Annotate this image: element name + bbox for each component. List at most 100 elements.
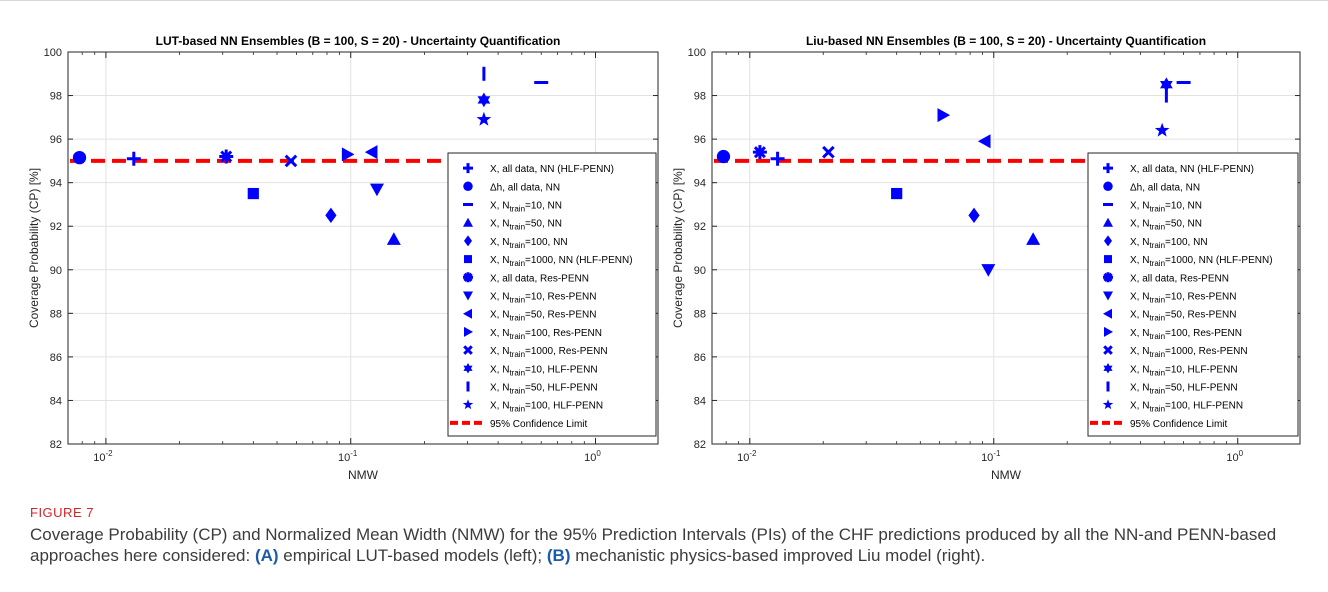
x-tick-label: 100 <box>584 449 601 464</box>
legend-marker-triangle-left <box>1103 308 1112 319</box>
legend-item-label: X, Ntrain=100, NN <box>490 237 568 250</box>
legend-marker-circle <box>1103 181 1113 192</box>
legend-item-label: 95% Confidence Limit <box>1130 419 1227 430</box>
legend-item-label: X, Ntrain=10, NN <box>490 201 562 214</box>
y-tick-label: 94 <box>50 178 62 190</box>
y-tick-label: 84 <box>694 395 706 407</box>
legend-item-label: X, all data, NN (HLF-PENN) <box>490 164 614 175</box>
y-tick-label: 90 <box>50 265 62 277</box>
legend-marker-asterisk <box>463 272 473 283</box>
legend-item-label: X, Ntrain=100, Res-PENN <box>490 328 602 341</box>
legend-item-label: X, all data, Res-PENN <box>1130 273 1229 284</box>
legend-item-label: X, Ntrain=50, HLF-PENN <box>1130 383 1238 396</box>
y-tick-label: 86 <box>694 352 706 364</box>
legend-item-label: X, Ntrain=100, HLF-PENN <box>1130 401 1243 414</box>
legend-marker-triangle-left <box>463 308 472 319</box>
y-tick-label: 98 <box>50 91 62 103</box>
legend-marker-triangle-down <box>463 291 473 301</box>
figure-caption: FIGURE 7 Coverage Probability (CP) and N… <box>30 505 1300 566</box>
x-tick-label: 10-1 <box>981 449 1001 464</box>
x-tick-label: 10-1 <box>338 449 358 464</box>
y-tick-label: 88 <box>50 308 62 320</box>
x-tick-label: 100 <box>1226 449 1243 464</box>
legend-marker-plus <box>463 163 473 174</box>
axes-box <box>711 51 1301 445</box>
y-tick-label: 100 <box>44 47 62 59</box>
y-axis-label: Coverage Probability (CP) [%] <box>27 168 41 328</box>
data-point-triangle-left <box>364 145 378 160</box>
x-tick-label: 10-2 <box>737 449 757 464</box>
data-point-square <box>247 187 259 200</box>
legend-item-label: X, Ntrain=1000, NN (HLF-PENN) <box>1130 255 1273 268</box>
legend-marker-hexagram <box>463 363 473 374</box>
legend-box <box>447 152 657 437</box>
data-point-triangle-up <box>386 232 401 245</box>
legend-item-label: X, Ntrain=100, HLF-PENN <box>490 401 603 414</box>
legend-item-label: X, Ntrain=50, NN <box>1130 219 1202 232</box>
caption-part-3: mechanistic physics-based improved Liu m… <box>570 546 986 565</box>
data-point-hexagram <box>1160 77 1173 93</box>
y-tick-label: 94 <box>694 178 706 190</box>
legend-item-label: Δh, all data, NN <box>1130 182 1200 193</box>
y-tick-label: 96 <box>50 134 62 146</box>
y-tick-label: 82 <box>694 439 706 451</box>
data-point-circle <box>716 149 731 164</box>
data-point-triangle-down <box>981 264 996 277</box>
data-point-circle <box>72 150 87 165</box>
legend-item-label: X, Ntrain=10, Res-PENN <box>1130 292 1236 305</box>
legend-item-label: X, Ntrain=1000, Res-PENN <box>490 346 608 359</box>
data-point-hexagram <box>477 92 491 108</box>
x-axis-label: NMW <box>348 468 379 482</box>
legend-item-label: X, Ntrain=10, Res-PENN <box>490 292 596 305</box>
legend: X, all data, NN (HLF-PENN) Δh, all data, … <box>1087 152 1299 437</box>
legend-marker-pentagram <box>1102 399 1114 410</box>
data-point-asterisk <box>752 145 767 160</box>
caption-text: Coverage Probability (CP) and Normalized… <box>30 524 1300 566</box>
caption-part-1: Coverage Probability (CP) and Normalized… <box>30 525 1277 565</box>
legend-marker-triangle-right <box>464 326 473 337</box>
data-point-plus <box>770 151 785 166</box>
x-axis-label: NMW <box>991 468 1022 482</box>
chart-title: LUT-based NN Ensembles (B = 100, S = 20)… <box>156 34 561 48</box>
legend-marker-asterisk <box>1103 272 1113 283</box>
legend-marker-circle <box>463 181 473 192</box>
legend-item-label: 95% Confidence Limit <box>490 419 587 430</box>
legend-marker-x <box>1103 345 1113 355</box>
y-axis-label: Coverage Probability (CP) [%] <box>671 168 685 328</box>
legend-item-label: X, Ntrain=1000, Res-PENN <box>1130 346 1248 359</box>
legend-marker-triangle-right <box>1104 326 1113 337</box>
data-point-square <box>891 187 903 200</box>
legend-item-label: X, all data, Res-PENN <box>490 273 589 284</box>
axes-box <box>67 51 659 445</box>
caption-part-2: empirical LUT-based models (left); <box>278 546 547 565</box>
legend-item-label: X, Ntrain=10, HLF-PENN <box>1130 364 1238 377</box>
legend-item-label: X, Ntrain=50, NN <box>490 219 562 232</box>
caption-label: FIGURE 7 <box>30 505 94 520</box>
y-tick-label: 82 <box>50 439 62 451</box>
legend-marker-diamond <box>1104 235 1112 247</box>
y-tick-label: 92 <box>694 221 706 233</box>
chart-title: Liu-based NN Ensembles (B = 100, S = 20)… <box>806 34 1206 48</box>
chart-panel-1: 82 84 86 88 90 92 94 96 98 100 10-2 10-1 100 LUT-base… <box>27 34 659 482</box>
data-point-diamond <box>968 207 980 224</box>
legend-marker-diamond <box>464 235 472 247</box>
legend-marker-plus <box>1103 163 1113 174</box>
data-point-pentagram <box>476 111 492 126</box>
data-point-x <box>284 154 298 168</box>
y-tick-label: 84 <box>50 395 62 407</box>
legend-marker-x <box>463 345 473 355</box>
legend-marker-hexagram <box>1103 363 1113 374</box>
legend-item-label: X, Ntrain=50, HLF-PENN <box>490 383 598 396</box>
legend-marker-triangle-down <box>1103 291 1113 301</box>
data-point-triangle-right <box>341 147 355 162</box>
data-point-triangle-down <box>369 183 384 197</box>
figure-7-charts: 82 84 86 88 90 92 94 96 98 100 10-2 10-1 100 LUT-base… <box>27 34 1301 482</box>
y-tick-label: 88 <box>694 308 706 320</box>
data-point-triangle-right <box>937 108 951 123</box>
legend-item-label: X, Ntrain=50, Res-PENN <box>1130 310 1236 323</box>
y-tick-label: 98 <box>694 91 706 103</box>
data-point-pentagram <box>1154 122 1170 137</box>
y-tick-label: 96 <box>694 134 706 146</box>
legend-item-label: X, Ntrain=100, NN <box>1130 237 1208 250</box>
legend-item-label: X, Ntrain=50, Res-PENN <box>490 310 596 323</box>
